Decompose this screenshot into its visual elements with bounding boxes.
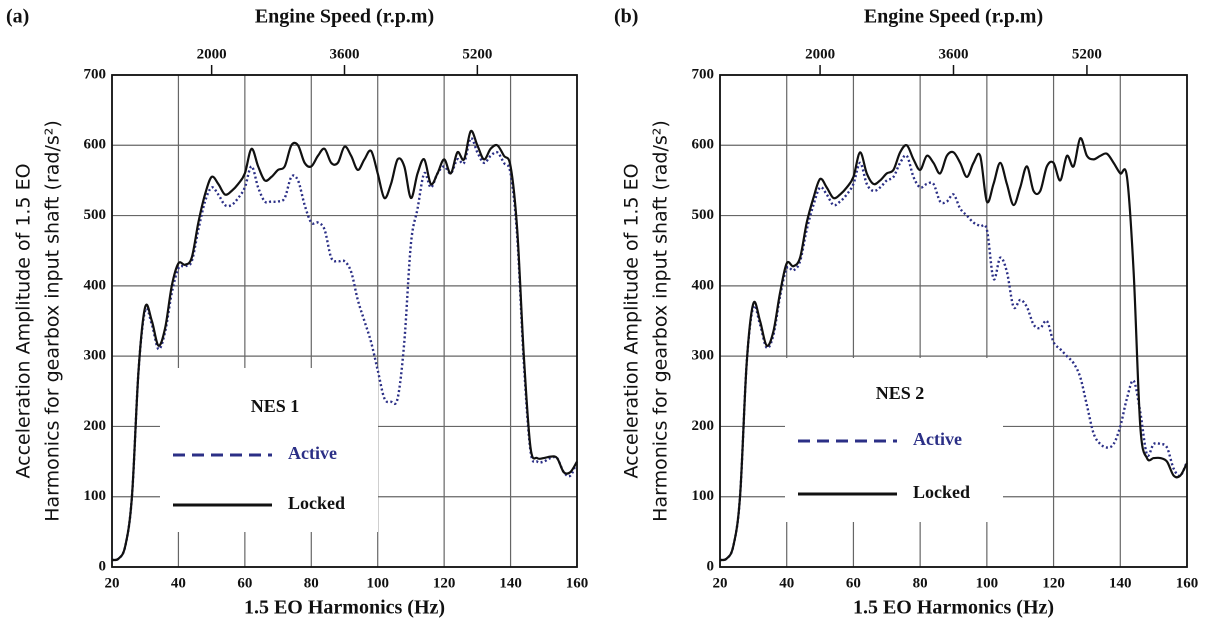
legend-title: NES 2 bbox=[876, 383, 925, 403]
y-tick-label: 100 bbox=[692, 488, 715, 504]
x-tick-label: 60 bbox=[846, 575, 861, 591]
y-axis-title: Acceleration Amplitude of 1.5 EO bbox=[621, 163, 643, 478]
y-tick-label: 0 bbox=[707, 558, 715, 574]
x-tick-label: 60 bbox=[237, 575, 252, 591]
top-tick-label: 3600 bbox=[330, 46, 360, 62]
y-tick-label: 400 bbox=[84, 277, 107, 293]
top-axis-title: Engine Speed (r.p.m) bbox=[864, 6, 1043, 28]
legend-title: NES 1 bbox=[251, 396, 300, 416]
x-tick-label: 160 bbox=[566, 575, 589, 591]
y-tick-label: 200 bbox=[692, 418, 715, 434]
top-tick-label: 5200 bbox=[1072, 46, 1102, 62]
panel-label: (a) bbox=[6, 6, 29, 28]
x-tick-label: 160 bbox=[1176, 575, 1199, 591]
plot-frame bbox=[111, 74, 578, 568]
y-tick-label: 400 bbox=[692, 277, 715, 293]
y-tick-label: 700 bbox=[692, 66, 715, 82]
x-tick-label: 40 bbox=[779, 575, 794, 591]
y-tick-label: 600 bbox=[84, 137, 107, 153]
top-tick-label: 2000 bbox=[805, 46, 835, 62]
plot-frame bbox=[719, 74, 1188, 568]
x-tick-label: 120 bbox=[1042, 575, 1065, 591]
y-tick-label: 100 bbox=[84, 488, 107, 504]
top-tick-label: 3600 bbox=[939, 46, 969, 62]
x-tick-label: 100 bbox=[976, 575, 999, 591]
y-tick-label: 500 bbox=[692, 207, 715, 223]
panel-label: (b) bbox=[614, 6, 638, 28]
legend-label: Locked bbox=[913, 482, 970, 502]
legend-label: Active bbox=[288, 443, 337, 463]
x-tick-label: 120 bbox=[433, 575, 456, 591]
x-axis-title: 1.5 EO Harmonics (Hz) bbox=[244, 597, 445, 619]
y-tick-label: 300 bbox=[692, 348, 715, 364]
y-axis-title: Acceleration Amplitude of 1.5 EO bbox=[13, 163, 35, 478]
x-tick-label: 40 bbox=[171, 575, 186, 591]
y-tick-label: 200 bbox=[84, 418, 107, 434]
y-tick-label: 300 bbox=[84, 348, 107, 364]
y-axis-title: Harmonics for gearbox input shaft (rad/s… bbox=[650, 120, 672, 522]
data-line bbox=[111, 129, 578, 562]
x-tick-label: 140 bbox=[1109, 575, 1132, 591]
data-line bbox=[719, 154, 1189, 562]
y-tick-label: 600 bbox=[692, 137, 715, 153]
x-tick-label: 140 bbox=[499, 575, 522, 591]
x-tick-label: 80 bbox=[304, 575, 319, 591]
y-tick-label: 700 bbox=[84, 66, 107, 82]
y-tick-label: 0 bbox=[99, 558, 107, 574]
legend-box bbox=[160, 368, 378, 532]
top-tick-label: 5200 bbox=[462, 46, 492, 62]
x-tick-label: 20 bbox=[713, 575, 728, 591]
data-line bbox=[111, 136, 579, 562]
top-axis-title: Engine Speed (r.p.m) bbox=[255, 6, 434, 28]
top-tick-label: 2000 bbox=[197, 46, 227, 62]
y-tick-label: 500 bbox=[84, 207, 107, 223]
data-line bbox=[719, 137, 1188, 562]
x-tick-label: 80 bbox=[913, 575, 928, 591]
x-tick-label: 20 bbox=[105, 575, 120, 591]
x-axis-title: 1.5 EO Harmonics (Hz) bbox=[853, 597, 1054, 619]
legend-label: Active bbox=[913, 429, 962, 449]
legend-label: Locked bbox=[288, 493, 345, 513]
y-axis-title: Harmonics for gearbox input shaft (rad/s… bbox=[42, 120, 64, 522]
x-tick-label: 100 bbox=[366, 575, 389, 591]
